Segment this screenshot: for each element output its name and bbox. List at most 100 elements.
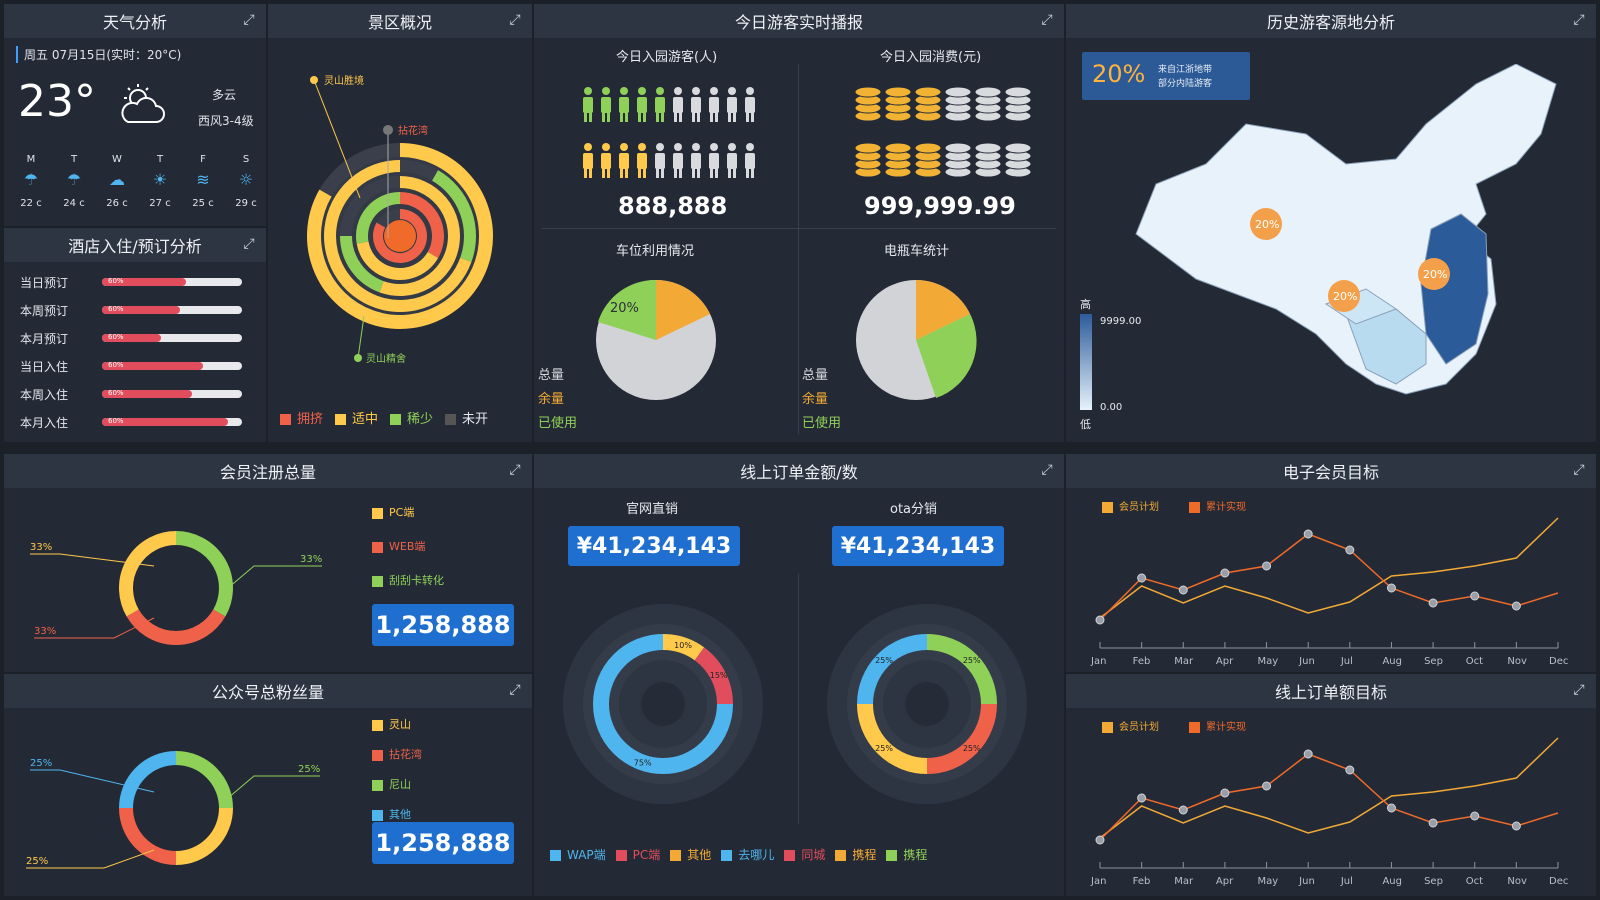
expand-icon[interactable]: ⤢ xyxy=(243,236,255,252)
hotel-bar-pct: 60% xyxy=(108,361,124,369)
coin-icon xyxy=(884,86,912,98)
person-icon xyxy=(583,87,593,122)
visitors-label: 今日入园游客(人) xyxy=(616,50,718,65)
hotel-bar-pct: 60% xyxy=(108,389,124,397)
forecast-day: T xyxy=(70,154,78,165)
expand-icon[interactable]: ⤢ xyxy=(1573,12,1585,28)
orders-legend-item[interactable]: 携程 xyxy=(886,846,927,863)
person-icon xyxy=(673,143,683,178)
hotel-bar-fill xyxy=(102,362,203,370)
divider xyxy=(542,228,1056,229)
members-legend-item[interactable]: PC端 xyxy=(372,496,444,530)
hotel-bar-fill xyxy=(102,418,228,426)
weather-header: 天气分析 ⤢ xyxy=(4,4,266,38)
fans-legend-item[interactable]: 灵山 xyxy=(372,710,422,740)
x-tick-label: Jan xyxy=(1090,656,1106,667)
donut-segment xyxy=(119,531,177,617)
donut-label: 33% xyxy=(34,626,56,637)
hotel-row-bar: 60% xyxy=(102,361,242,370)
weather-panel: 天气分析 ⤢ 周五 07月15日(实时：20°C) 23° 多云 西风3-4级 M… xyxy=(4,4,266,226)
donut-segment xyxy=(857,703,928,774)
orders-legend-item[interactable]: PC端 xyxy=(615,846,660,863)
scale-low: 低 xyxy=(1080,418,1091,431)
leader-dot xyxy=(354,354,362,362)
svg-text:20%: 20% xyxy=(1255,218,1279,231)
donut-label: 33% xyxy=(30,542,52,553)
weather-condition: 多云 xyxy=(212,88,237,102)
orders-legend-item[interactable]: 同城 xyxy=(784,846,825,863)
ring-segment xyxy=(376,209,401,228)
coin-icon xyxy=(914,86,942,98)
x-tick-label: Jul xyxy=(1340,876,1353,887)
scenic-legend-item[interactable]: 稀少 xyxy=(390,408,433,427)
expand-icon[interactable]: ⤢ xyxy=(509,12,521,28)
scenic-label: 拈花湾 xyxy=(398,124,428,137)
hotel-bar-fill xyxy=(102,306,181,314)
parking-pct: 20% xyxy=(610,301,639,316)
members-legend-item[interactable]: WEB端 xyxy=(372,530,444,564)
weather-icon: ≋ xyxy=(196,170,210,189)
expand-icon[interactable]: ⤢ xyxy=(1041,12,1053,28)
divider xyxy=(798,64,799,434)
x-tick-label: Jun xyxy=(1298,656,1315,667)
x-tick-label: Mar xyxy=(1174,876,1194,887)
expand-icon[interactable]: ⤢ xyxy=(243,12,255,28)
series-point xyxy=(1220,788,1230,798)
members-legend: PC端 WEB端 刮刮卡转化 xyxy=(372,496,444,598)
origin-callout: 20% 来自江浙地带 部分内陆游客 xyxy=(1082,52,1250,100)
ebike-title: 电瓶车统计 xyxy=(884,244,950,259)
orders-legend-item[interactable]: 其他 xyxy=(670,846,711,863)
scenic-legend-item[interactable]: 拥挤 xyxy=(280,408,323,427)
orders-legend-item[interactable]: 去哪儿 xyxy=(721,846,774,863)
members-donut: 33% 33% 33% xyxy=(30,531,322,645)
series-point xyxy=(1470,811,1480,821)
x-tick-label: Sep xyxy=(1424,656,1443,667)
official-label: 官网直销 xyxy=(626,502,679,517)
map-pin[interactable]: 20% xyxy=(1418,258,1450,290)
map-scale-bar xyxy=(1080,314,1092,410)
weather-icon: ☂ xyxy=(66,170,82,189)
expand-icon[interactable]: ⤢ xyxy=(1573,462,1585,478)
series-point xyxy=(1137,793,1147,803)
expand-icon[interactable]: ⤢ xyxy=(509,682,521,698)
orders-legend-item[interactable]: 携程 xyxy=(835,846,876,863)
expand-icon[interactable]: ⤢ xyxy=(1041,462,1053,478)
weather-icon: ☁ xyxy=(109,170,125,189)
x-tick-label: Aug xyxy=(1382,656,1402,667)
expand-icon[interactable]: ⤢ xyxy=(1573,682,1585,698)
series-point xyxy=(1511,601,1521,611)
leader-line xyxy=(30,769,155,793)
x-tick-label: Dec xyxy=(1549,876,1568,887)
scenic-legend-item[interactable]: 适中 xyxy=(335,408,378,427)
donut-label: 25% xyxy=(875,744,893,753)
origin-pct: 20% xyxy=(1092,60,1146,88)
scenic-legend-item[interactable]: 未开 xyxy=(445,408,488,427)
origin-header: 历史游客源地分析 ⤢ xyxy=(1066,4,1596,38)
forecast-temp: 27 c xyxy=(149,198,171,209)
weather-icon: ☂ xyxy=(23,170,39,189)
person-icon xyxy=(655,87,665,122)
person-icon xyxy=(655,143,665,178)
expand-icon[interactable]: ⤢ xyxy=(509,462,521,478)
member-goal-chart: Jan Feb Mar Apr May Jun Jul Aug Sep Oct Nov Dec xyxy=(1090,517,1568,667)
map-pin[interactable]: 20% xyxy=(1250,208,1282,240)
fans-legend-item[interactable]: 拈花湾 xyxy=(372,740,422,770)
origin-note1: 来自江浙地带 xyxy=(1158,65,1213,75)
fans-legend-item[interactable]: 其他 xyxy=(372,800,422,830)
fans-legend-item[interactable]: 尼山 xyxy=(372,770,422,800)
orders-legend-item[interactable]: WAP端 xyxy=(550,846,606,863)
scenic-label: 灵山胜境 xyxy=(324,74,364,87)
leader-dot xyxy=(383,125,393,135)
series-point xyxy=(1428,818,1438,828)
legend-plan: 会员计划 xyxy=(1102,718,1159,733)
series-point xyxy=(1470,591,1480,601)
ring-segment xyxy=(356,241,439,280)
map-pin[interactable]: 20% xyxy=(1328,280,1360,312)
ring-segment xyxy=(431,170,476,262)
x-tick-label: Jun xyxy=(1298,876,1315,887)
hotel-row-bar: 60% xyxy=(102,333,242,342)
members-legend-item[interactable]: 刮刮卡转化 xyxy=(372,564,444,598)
forecast-day: F xyxy=(200,154,206,165)
ebike-pie xyxy=(856,280,977,400)
fans-legend: 灵山 拈花湾 尼山 其他 xyxy=(372,710,422,830)
